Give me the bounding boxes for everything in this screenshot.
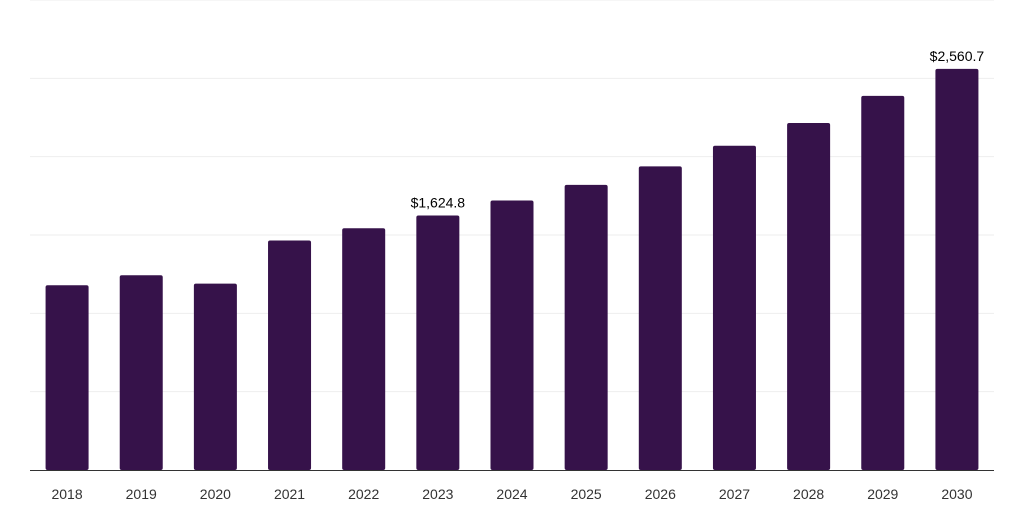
- x-tick-label-2029: 2029: [867, 486, 898, 502]
- x-tick-label-2027: 2027: [719, 486, 750, 502]
- x-tick-label-2019: 2019: [126, 486, 157, 502]
- x-tick-label-2030: 2030: [941, 486, 972, 502]
- bar-2024: [490, 200, 534, 471]
- bar-2021: [268, 240, 312, 470]
- x-tick-label-2020: 2020: [200, 486, 231, 502]
- x-tick-label-2024: 2024: [496, 486, 527, 502]
- bar-2029: [861, 95, 905, 470]
- bar-2030: [935, 68, 979, 470]
- bar-2028: [787, 122, 831, 470]
- bar-2018: [45, 285, 89, 470]
- bar-2026: [638, 166, 682, 470]
- x-tick-labels: 2018 2019 2020 2021 2022 2023 2024 2025 2026 2027…: [51, 486, 972, 502]
- data-labels: $1,624.8 $2,560.7: [411, 48, 985, 211]
- bar-2025: [564, 184, 608, 470]
- bar-2023: [416, 215, 460, 470]
- data-label-2030: $2,560.7: [930, 48, 985, 64]
- x-tick-label-2028: 2028: [793, 486, 824, 502]
- bars: [45, 68, 979, 471]
- x-tick-label-2023: 2023: [422, 486, 453, 502]
- bar-2020: [193, 283, 237, 470]
- x-tick-label-2022: 2022: [348, 486, 379, 502]
- x-tick-label-2021: 2021: [274, 486, 305, 502]
- bar-2022: [342, 228, 386, 470]
- x-tick-label-2025: 2025: [571, 486, 602, 502]
- x-tick-label-2018: 2018: [51, 486, 82, 502]
- x-tick-label-2026: 2026: [645, 486, 676, 502]
- data-label-2023: $1,624.8: [411, 194, 466, 210]
- bar-2027: [712, 145, 756, 470]
- bar-2019: [119, 275, 163, 470]
